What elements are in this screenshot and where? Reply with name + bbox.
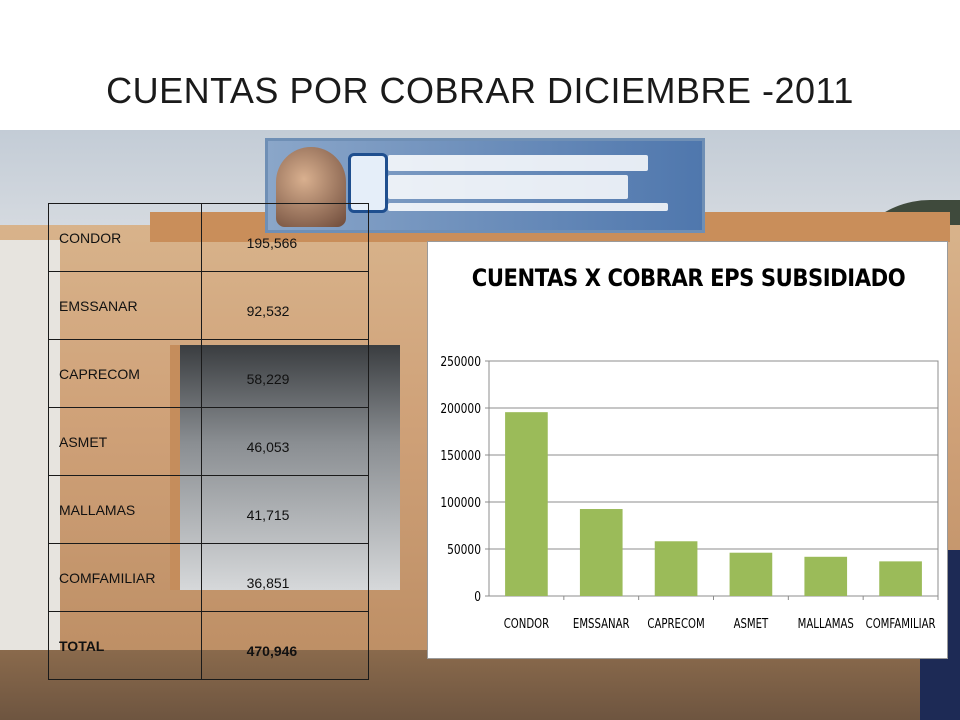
bar — [879, 561, 922, 596]
y-tick-label: 100000 — [440, 495, 481, 510]
row-value: 41,715 — [200, 475, 370, 544]
bar — [505, 412, 548, 596]
y-tick-label: 50000 — [447, 542, 481, 557]
chart-card: 0 50000 100000 150000 200000 250000 CONDOR EMSS… — [427, 241, 948, 659]
table-row: EMSSANAR 92,532 — [48, 271, 370, 340]
row-value: 36,851 — [200, 543, 370, 612]
slide-title: CUENTAS POR COBRAR DICIEMBRE -2011 — [106, 70, 854, 111]
y-tick-label: 150000 — [440, 448, 481, 463]
row-name: EMSSANAR — [48, 271, 202, 340]
row-value: 58,229 — [200, 339, 370, 408]
y-tick-label: 0 — [474, 589, 481, 604]
row-value: 92,532 — [200, 271, 370, 340]
chart-title: CUENTAS X COBRAR EPS SUBSIDIADO — [471, 264, 906, 292]
x-category-label: COMFAMILIAR — [866, 616, 936, 632]
table-row: CONDOR 195,566 — [48, 203, 370, 272]
y-tick-label: 250000 — [440, 354, 481, 369]
row-name: MALLAMAS — [48, 475, 202, 544]
row-value: 195,566 — [200, 203, 370, 272]
accounts-table: CONDOR 195,566 EMSSANAR 92,532 CAPRECOM 58,22… — [48, 203, 370, 680]
row-name: ASMET — [48, 407, 202, 476]
table-row: COMFAMILIAR 36,851 — [48, 543, 370, 612]
row-value: 470,946 — [200, 611, 370, 680]
table-total-row: TOTAL 470,946 — [48, 611, 370, 680]
bar — [729, 552, 773, 596]
table-body: CONDOR 195,566 EMSSANAR 92,532 CAPRECOM 58,22… — [48, 203, 370, 680]
row-name: COMFAMILIAR — [48, 543, 202, 612]
bar — [654, 541, 698, 596]
row-name: CAPRECOM — [48, 339, 202, 408]
row-name: CONDOR — [48, 203, 202, 272]
y-tick-label: 200000 — [440, 401, 481, 416]
sign-lettering — [388, 151, 688, 221]
bar — [579, 509, 623, 596]
table-row: MALLAMAS 41,715 — [48, 475, 370, 544]
x-category-label: ASMET — [734, 616, 769, 632]
x-category-label: MALLAMAS — [798, 616, 854, 632]
x-category-label: EMSSANAR — [573, 616, 630, 632]
row-name: TOTAL — [48, 611, 202, 680]
plot-area — [488, 360, 939, 597]
table-row: ASMET 46,053 — [48, 407, 370, 476]
x-category-label: CONDOR — [504, 616, 549, 632]
row-value: 46,053 — [200, 407, 370, 476]
x-category-label: CAPRECOM — [647, 616, 704, 632]
table-row: CAPRECOM 58,229 — [48, 339, 370, 408]
bar — [804, 556, 848, 596]
bar-chart: 0 50000 100000 150000 200000 250000 CONDOR EMSS… — [440, 354, 939, 632]
